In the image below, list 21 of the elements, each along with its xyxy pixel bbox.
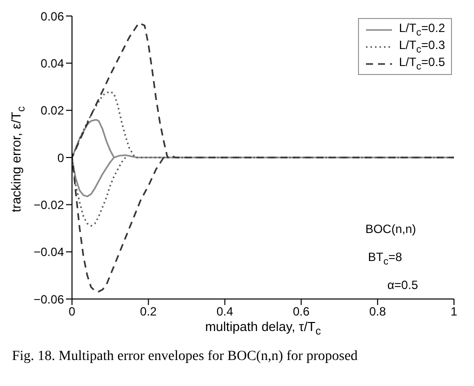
x-tick-label: 0: [68, 304, 76, 319]
y-tick-label: 0.06: [40, 9, 64, 24]
x-tick-label: 0.8: [369, 304, 386, 319]
x-tick-label: 0.4: [216, 304, 234, 319]
y-tick-label: −0.06: [34, 292, 64, 306]
legend-label: L/T$_{c}$=0.2: [398, 20, 445, 38]
annotation: BOC(n,n): [365, 222, 416, 236]
annotation: α=0.5: [387, 278, 418, 292]
caption: Fig. 18. Multipath error envelopes for BOC(n,n) for proposed: [12, 349, 358, 365]
annotation: BT$_{c}$=8: [368, 250, 402, 268]
legend-label: L/T$_{c}$=0.3: [398, 38, 445, 56]
y-tick-label: −0.04: [34, 245, 64, 260]
x-tick-label: 0.6: [292, 304, 310, 319]
y-tick-label: −0.02: [34, 198, 64, 212]
y-tick-label: 0.04: [40, 56, 64, 70]
x-tick-label: 1: [450, 304, 458, 319]
y-tick-label: 0.02: [40, 104, 64, 118]
x-tick-label: 0.2: [140, 304, 158, 319]
y-tick-label: 0: [57, 150, 64, 165]
x-axis-title: multipath delay, τ/T$_{c}$: [204, 319, 322, 338]
legend-label: L/T$_{c}$=0.5: [398, 54, 445, 72]
